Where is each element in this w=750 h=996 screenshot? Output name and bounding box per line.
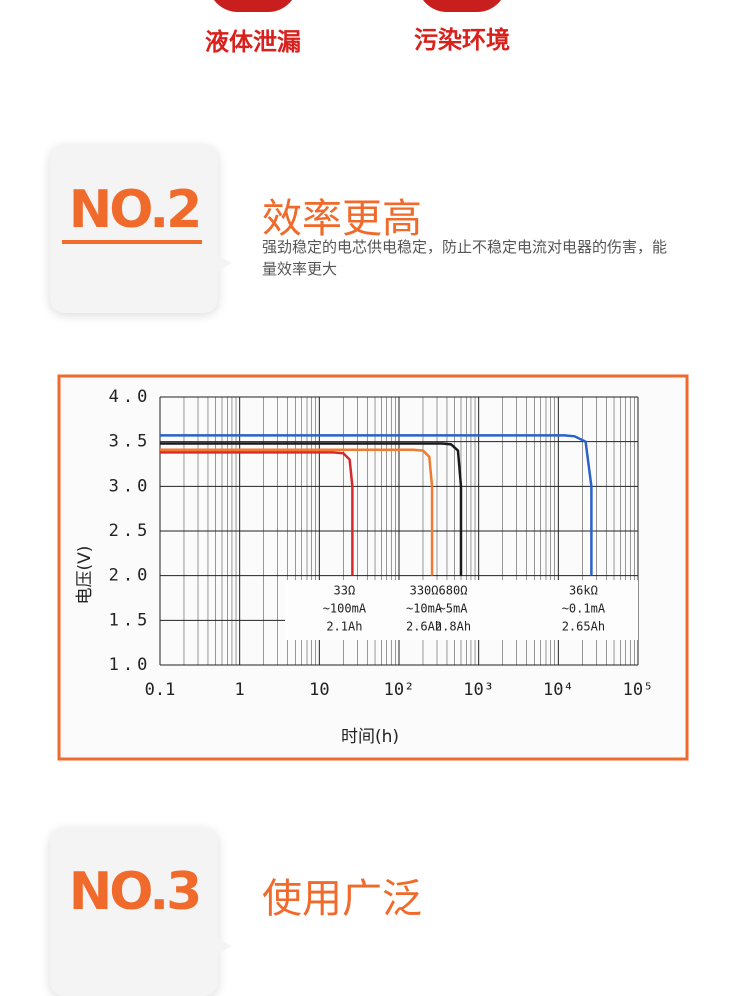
x-tick-label: 10 (309, 680, 329, 700)
series-line (160, 448, 434, 576)
series-label: ~10mA (406, 602, 443, 616)
top-label: 污染环境 (414, 26, 510, 54)
section-title: 使用广泛 (262, 876, 422, 922)
x-tick-label: 10² (384, 680, 415, 700)
y-axis-label: 电压(V) (75, 546, 95, 605)
x-axis-label: 时间(h) (341, 727, 399, 747)
x-tick-label: 10⁵ (623, 680, 654, 700)
series-label: 330Ω (410, 584, 439, 598)
section-title: 效率更高 (262, 196, 422, 242)
y-tick-label: 2.0 (109, 566, 152, 586)
series-label: 2.8Ah (435, 620, 471, 634)
badge: NO.2 (68, 180, 203, 240)
chart: 0.1 1 10 10² 10³ 10⁴ 10⁵ 1.0 1.5 2.0 2.5 3.0 3.5 4.0 3… (57, 374, 689, 761)
y-tick-label: 1.0 (109, 655, 152, 675)
y-tick-label: 2.5 (109, 521, 152, 541)
series-line (160, 434, 593, 576)
label-box (285, 580, 638, 640)
series-label: 2.1Ah (326, 620, 362, 634)
badge-card (50, 145, 232, 313)
series-line (160, 451, 354, 576)
badge: NO.3 (68, 862, 203, 922)
page: 液体泄漏 污染环境 NO.2 效率更高 强劲稳定的电芯供电稳定，防止不稳定电流对… (50, 0, 689, 996)
series-label: 33Ω (334, 584, 356, 598)
section-description: 强劲稳定的电芯供电稳定，防止不稳定电流对电器的伤害，能量效率更大 (262, 238, 668, 278)
x-tick-label: 10³ (463, 680, 494, 700)
series-label: ~5mA (439, 602, 469, 616)
series-label: ~0.1mA (562, 602, 606, 616)
chart-frame (57, 374, 689, 761)
x-tick-label: 10⁴ (543, 680, 574, 700)
y-tick-label: 3.0 (109, 476, 152, 496)
series-line (160, 442, 463, 576)
series-label: 36kΩ (569, 584, 598, 598)
series-label: ~100mA (323, 602, 367, 616)
icon (208, 0, 298, 12)
y-tick-label: 1.5 (109, 610, 152, 630)
y-tick-label: 4.0 (109, 387, 152, 407)
icon (417, 0, 507, 12)
series-label: 680Ω (439, 584, 468, 598)
top-label: 液体泄漏 (205, 28, 301, 56)
x-tick-label: 1 (235, 680, 245, 700)
series-label: 2.6Ah (406, 620, 442, 634)
y-tick-label: 3.5 (109, 432, 152, 452)
x-tick-label: 0.1 (145, 680, 176, 700)
badge-underline (62, 240, 202, 244)
series-label: 2.65Ah (562, 620, 605, 634)
